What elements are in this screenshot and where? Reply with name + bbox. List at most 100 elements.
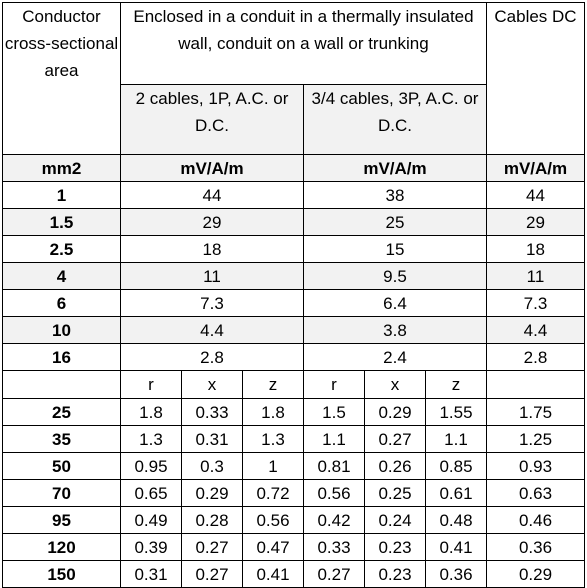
value-cell: 7.3 [486, 289, 585, 317]
three-four-cables-header: 3/4 cables, 3P, A.C. or D.C. [303, 84, 487, 155]
rxz-blank [2, 370, 121, 399]
value-cell: 9.5 [303, 262, 487, 290]
value-cell: 0.48 [425, 506, 487, 534]
table-row: 150 0.31 0.27 0.41 0.27 0.23 0.36 0.29 [2, 560, 585, 588]
table-row: 4 11 9.5 11 [2, 262, 585, 290]
value-cell: 0.39 [120, 533, 182, 561]
size-cell: 50 [2, 452, 121, 480]
table-row: 1.5 29 25 29 [2, 208, 585, 236]
value-cell: 0.23 [364, 560, 426, 588]
value-cell: 29 [120, 208, 304, 236]
unit-two-cables: mV/A/m [120, 154, 304, 182]
size-cell: 70 [2, 479, 121, 507]
value-cell: 25 [303, 208, 487, 236]
value-cell: 1 [242, 452, 304, 480]
table-row: 50 0.95 0.3 1 0.81 0.26 0.85 0.93 [2, 452, 585, 480]
value-cell: 18 [120, 235, 304, 263]
value-cell: 0.26 [364, 452, 426, 480]
conductor-header: Conductor cross-sectional area [2, 2, 121, 155]
size-cell: 95 [2, 506, 121, 534]
unit-three-four-cables: mV/A/m [303, 154, 487, 182]
value-cell: 44 [120, 181, 304, 209]
value-cell: 1.1 [303, 425, 365, 453]
value-cell: 1.5 [303, 398, 365, 426]
value-cell: 0.25 [364, 479, 426, 507]
size-cell: 10 [2, 316, 121, 344]
value-cell: 1.3 [120, 425, 182, 453]
value-cell: 6.4 [303, 289, 487, 317]
rxz-label: z [425, 370, 487, 399]
value-cell: 0.27 [181, 560, 243, 588]
value-cell: 0.27 [181, 533, 243, 561]
value-cell: 15 [303, 235, 487, 263]
value-cell: 2.8 [486, 343, 585, 371]
value-cell: 0.61 [425, 479, 487, 507]
value-cell: 0.28 [181, 506, 243, 534]
value-cell: 0.46 [486, 506, 585, 534]
value-cell: 0.24 [364, 506, 426, 534]
value-cell: 0.36 [486, 533, 585, 561]
size-cell: 35 [2, 425, 121, 453]
value-cell: 0.31 [181, 425, 243, 453]
size-cell: 1.5 [2, 208, 121, 236]
value-cell: 0.81 [303, 452, 365, 480]
value-cell: 0.41 [242, 560, 304, 588]
table-row: 2.5 18 15 18 [2, 235, 585, 263]
rxz-label: r [120, 370, 182, 399]
value-cell: 0.85 [425, 452, 487, 480]
value-cell: 0.93 [486, 452, 585, 480]
size-cell: 6 [2, 289, 121, 317]
value-cell: 0.27 [364, 425, 426, 453]
value-cell: 38 [303, 181, 487, 209]
value-cell: 0.63 [486, 479, 585, 507]
value-cell: 1.8 [120, 398, 182, 426]
rxz-label: x [181, 370, 243, 399]
value-cell: 1.55 [425, 398, 487, 426]
size-cell: 4 [2, 262, 121, 290]
rxz-blank [486, 370, 585, 399]
value-cell: 1.1 [425, 425, 487, 453]
value-cell: 0.3 [181, 452, 243, 480]
table-row: 70 0.65 0.29 0.72 0.56 0.25 0.61 0.63 [2, 479, 585, 507]
value-cell: 11 [486, 262, 585, 290]
size-cell: 16 [2, 343, 121, 371]
size-cell: 1 [2, 181, 121, 209]
value-cell: 0.56 [242, 506, 304, 534]
value-cell: 0.36 [425, 560, 487, 588]
value-cell: 0.29 [364, 398, 426, 426]
table-row: 35 1.3 0.31 1.3 1.1 0.27 1.1 1.25 [2, 425, 585, 453]
value-cell: 0.33 [303, 533, 365, 561]
value-cell: 0.65 [120, 479, 182, 507]
value-cell: 4.4 [486, 316, 585, 344]
value-cell: 0.95 [120, 452, 182, 480]
size-cell: 120 [2, 533, 121, 561]
value-cell: 3.8 [303, 316, 487, 344]
value-cell: 0.29 [486, 560, 585, 588]
value-cell: 0.56 [303, 479, 365, 507]
value-cell: 18 [486, 235, 585, 263]
enclosed-header: Enclosed in a conduit in a thermally ins… [120, 2, 487, 85]
rxz-header-row: r x z r x z [2, 370, 585, 399]
value-cell: 0.31 [120, 560, 182, 588]
value-cell: 1.25 [486, 425, 585, 453]
two-cables-header: 2 cables, 1P, A.C. or D.C. [120, 84, 304, 155]
unit-dc: mV/A/m [486, 154, 585, 182]
value-cell: 2.4 [303, 343, 487, 371]
value-cell: 0.29 [181, 479, 243, 507]
value-cell: 0.42 [303, 506, 365, 534]
table-row: 1 44 38 44 [2, 181, 585, 209]
table-row: 25 1.8 0.33 1.8 1.5 0.29 1.55 1.75 [2, 398, 585, 426]
size-cell: 2.5 [2, 235, 121, 263]
table-row: 120 0.39 0.27 0.47 0.33 0.23 0.41 0.36 [2, 533, 585, 561]
rxz-label: z [242, 370, 304, 399]
value-cell: 7.3 [120, 289, 304, 317]
size-cell: 150 [2, 560, 121, 588]
value-cell: 0.23 [364, 533, 426, 561]
value-cell: 0.72 [242, 479, 304, 507]
value-cell: 4.4 [120, 316, 304, 344]
value-cell: 11 [120, 262, 304, 290]
value-cell: 0.27 [303, 560, 365, 588]
value-cell: 2.8 [120, 343, 304, 371]
size-cell: 25 [2, 398, 121, 426]
